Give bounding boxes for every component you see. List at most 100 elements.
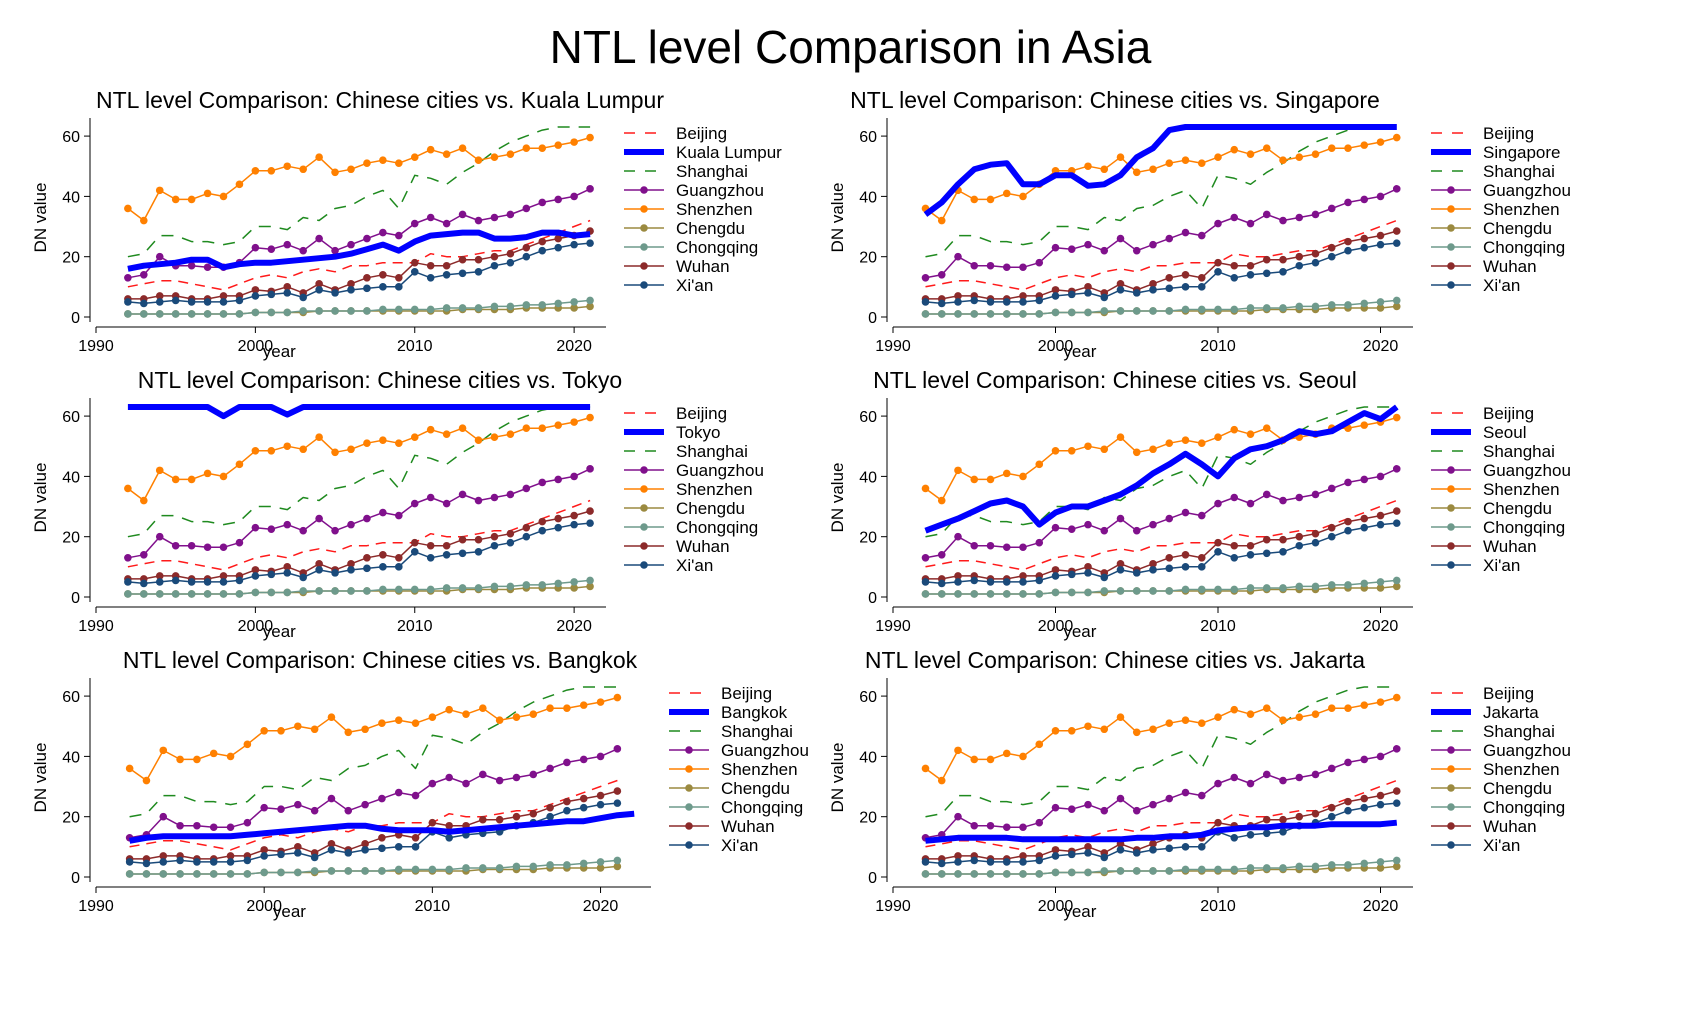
data-point-shenzhen xyxy=(1132,728,1141,737)
data-point-wuhan xyxy=(1344,517,1352,526)
data-point-wuhan xyxy=(315,280,323,288)
data-point-chongqing xyxy=(1051,308,1060,317)
data-point-shenzhen xyxy=(426,145,435,154)
series-line-beijing xyxy=(925,779,1398,851)
data-point-shenzhen xyxy=(1149,165,1157,174)
data-point-guangzhou xyxy=(522,204,531,213)
data-point-chongqing xyxy=(1311,302,1320,311)
data-point-wuhan xyxy=(1392,787,1401,795)
data-point-chongqing xyxy=(1360,579,1369,588)
data-point-shenzhen xyxy=(1344,144,1352,152)
data-point-shenzhen xyxy=(1376,698,1385,706)
data-point-xian xyxy=(226,858,235,866)
data-point-wuhan xyxy=(1116,560,1125,568)
data-point-xian xyxy=(970,576,979,585)
data-point-shenzhen xyxy=(1392,133,1401,142)
data-point-chongqing xyxy=(1051,868,1060,877)
data-point-wuhan xyxy=(1376,231,1385,240)
data-point-wuhan xyxy=(538,237,547,246)
data-point-chongqing xyxy=(1279,864,1287,872)
data-point-guangzhou xyxy=(1149,520,1157,529)
data-point-guangzhou xyxy=(1197,511,1206,520)
data-point-shenzhen xyxy=(124,204,132,213)
data-point-chongqing xyxy=(1392,856,1401,865)
data-point-shenzhen xyxy=(1116,433,1125,441)
data-point-guangzhou xyxy=(1376,472,1385,481)
data-point-chongqing xyxy=(1246,304,1255,312)
series-line-chengdu xyxy=(127,585,591,595)
data-point-chengdu xyxy=(570,304,578,312)
x-tick-label: 2000 xyxy=(1038,338,1074,355)
data-point-guangzhou xyxy=(1149,240,1157,249)
data-point-xian xyxy=(579,803,588,812)
data-point-xian xyxy=(283,289,292,297)
data-point-xian xyxy=(1165,564,1174,573)
data-point-shenzhen xyxy=(1262,704,1271,712)
data-point-guangzhou xyxy=(1019,823,1027,832)
data-point-chongqing xyxy=(921,310,930,318)
data-point-guangzhou xyxy=(1230,773,1239,782)
legend-marker-guangzhou xyxy=(685,746,693,754)
data-point-shenzhen xyxy=(283,442,292,451)
data-point-shenzhen xyxy=(1392,693,1401,702)
series-line-chengdu xyxy=(925,305,1397,315)
data-point-shenzhen xyxy=(512,713,521,721)
data-point-guangzhou xyxy=(1197,791,1206,800)
legend-label-xi-an: Xi'an xyxy=(1483,556,1520,575)
data-point-wuhan xyxy=(1360,234,1369,243)
data-point-shenzhen xyxy=(379,156,387,165)
data-point-wuhan xyxy=(554,514,562,523)
data-point-shenzhen xyxy=(378,719,386,728)
data-point-guangzhou xyxy=(1035,818,1044,827)
y-tick-label: 40 xyxy=(859,749,877,766)
data-point-guangzhou xyxy=(474,496,483,505)
legend-label-beijing: Beijing xyxy=(676,124,727,143)
legend-label-wuhan: Wuhan xyxy=(676,257,730,276)
data-point-chongqing xyxy=(294,868,302,877)
data-point-wuhan xyxy=(395,274,403,282)
y-tick-label: 0 xyxy=(868,590,877,607)
data-point-chongqing xyxy=(219,590,228,598)
data-point-guangzhou xyxy=(260,803,268,812)
data-point-shenzhen xyxy=(411,719,420,728)
data-point-guangzhou xyxy=(1165,514,1174,523)
data-point-guangzhou xyxy=(171,541,180,550)
data-point-guangzhou xyxy=(1002,543,1011,552)
data-point-guangzhou xyxy=(570,472,578,481)
data-point-chongqing xyxy=(1246,584,1255,592)
data-point-xian xyxy=(1067,290,1076,299)
data-point-chongqing xyxy=(1084,308,1092,317)
data-point-xian xyxy=(538,526,547,535)
data-point-guangzhou xyxy=(1392,185,1401,193)
data-point-wuhan xyxy=(442,261,451,270)
data-point-chongqing xyxy=(347,587,355,595)
data-point-guangzhou xyxy=(596,752,605,761)
data-point-chongqing xyxy=(310,867,319,875)
data-point-chongqing xyxy=(347,307,355,315)
data-point-xian xyxy=(142,859,151,868)
x-tick-label: 2010 xyxy=(397,618,433,635)
data-point-guangzhou xyxy=(1116,514,1125,523)
data-point-xian xyxy=(171,296,180,305)
series-line-chengdu xyxy=(129,865,618,875)
data-point-xian xyxy=(1262,549,1271,558)
data-point-chongqing xyxy=(410,305,419,314)
series-line-beijing xyxy=(925,499,1398,571)
data-point-chongqing xyxy=(331,307,339,315)
data-point-guangzhou xyxy=(479,770,487,779)
data-point-chongqing xyxy=(1197,585,1206,594)
series-line-shanghai xyxy=(925,406,1397,538)
legend-label-shenzhen: Shenzhen xyxy=(676,200,753,219)
series-line-shanghai xyxy=(129,686,618,818)
data-point-chongqing xyxy=(986,590,995,598)
data-point-wuhan xyxy=(1051,286,1060,294)
y-tick-label: 60 xyxy=(62,409,80,426)
data-point-shenzhen xyxy=(1279,716,1287,725)
data-point-xian xyxy=(1327,252,1336,261)
data-point-chongqing xyxy=(1279,584,1287,592)
y-tick-label: 0 xyxy=(71,590,80,607)
data-point-wuhan xyxy=(1262,815,1271,824)
data-point-shenzhen xyxy=(1246,150,1255,158)
data-point-chongqing xyxy=(1116,587,1125,595)
data-point-wuhan xyxy=(1262,255,1271,264)
